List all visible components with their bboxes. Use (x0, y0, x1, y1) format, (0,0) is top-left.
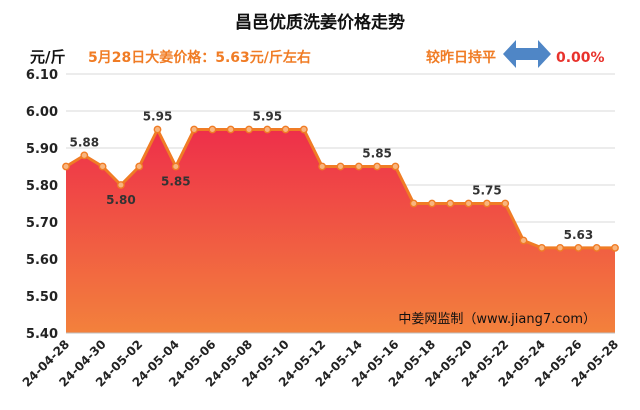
data-point (336, 162, 345, 171)
data-point (464, 199, 473, 208)
data-point (80, 151, 89, 160)
data-point (482, 199, 491, 208)
data-point (373, 162, 381, 171)
data-point (391, 162, 400, 171)
data-point (318, 162, 327, 171)
data-label: 5.88 (69, 135, 99, 149)
data-point (263, 125, 272, 134)
data-point (299, 125, 308, 134)
data-point (556, 243, 564, 252)
data-label: 5.85 (362, 147, 392, 161)
data-point (208, 125, 217, 134)
data-point (135, 162, 144, 171)
data-point (153, 125, 162, 134)
watermark: 中姜网监制（www.jiang7.com） (398, 312, 596, 327)
change-percent: 0.00% (556, 50, 605, 66)
y-tick-label: 5.70 (26, 216, 58, 231)
data-point (501, 199, 510, 208)
double-arrow-icon (503, 40, 551, 68)
data-point (446, 199, 455, 208)
data-point (190, 125, 199, 134)
x-axis-ticks: 24-04-2824-04-3024-05-0224-05-0424-05-06… (20, 337, 621, 389)
data-labels: 5.88 5.80 5.95 5.85 5.95 5.85 5.75 5.63 (69, 110, 593, 242)
y-axis-unit: 元/斤 (30, 48, 65, 66)
data-point (281, 125, 290, 134)
y-axis-ticks: 5.40 5.50 5.60 5.70 5.80 5.90 6.00 6.10 (26, 68, 58, 342)
data-point (245, 125, 253, 134)
data-point (519, 236, 528, 245)
y-tick-label: 5.50 (26, 290, 58, 305)
data-point (409, 199, 418, 208)
y-tick-label: 6.00 (26, 105, 58, 120)
price-note: 5月28日大姜价格：5.63元/斤左右 (88, 49, 311, 66)
data-label: 5.75 (472, 184, 502, 198)
data-label: 5.95 (143, 110, 173, 124)
data-point (611, 243, 619, 252)
y-tick-label: 5.40 (26, 327, 58, 342)
data-point (574, 243, 583, 252)
data-point (171, 162, 180, 171)
data-point (98, 162, 107, 171)
data-label: 5.95 (252, 110, 282, 124)
data-label: 5.63 (564, 228, 594, 242)
y-tick-label: 5.80 (26, 179, 58, 194)
y-tick-label: 6.10 (26, 68, 58, 83)
data-label: 5.80 (106, 193, 136, 207)
compare-label: 较昨日持平 (426, 49, 496, 66)
data-point (537, 243, 546, 252)
y-tick-label: 5.60 (26, 253, 58, 268)
data-point (428, 199, 436, 208)
data-point (226, 125, 235, 134)
data-point (62, 162, 70, 171)
data-point (354, 162, 363, 171)
data-point (117, 181, 125, 189)
data-point (592, 243, 601, 252)
data-points (62, 125, 619, 252)
price-area (66, 129, 615, 333)
data-label: 5.85 (161, 175, 191, 189)
y-tick-label: 5.90 (26, 142, 58, 157)
chart-title: 昌邑优质洗姜价格走势 (235, 12, 405, 33)
